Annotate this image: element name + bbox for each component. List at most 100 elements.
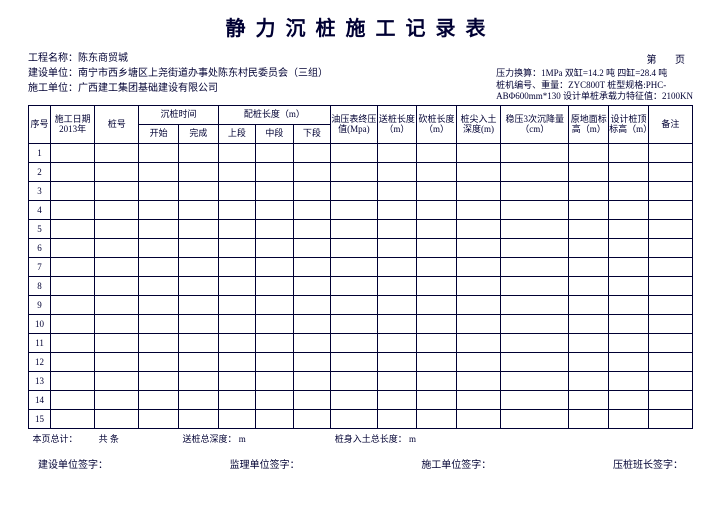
- cell-empty: [256, 201, 294, 220]
- cell-empty: [377, 353, 417, 372]
- cell-empty: [139, 372, 179, 391]
- cell-empty: [218, 334, 256, 353]
- cell-seq: 8: [29, 277, 51, 296]
- cell-empty: [377, 163, 417, 182]
- cell-empty: [609, 220, 649, 239]
- cell-empty: [178, 391, 218, 410]
- cell-empty: [293, 201, 331, 220]
- table-row: 6: [29, 239, 693, 258]
- cell-empty: [95, 353, 139, 372]
- table-body: 123456789101112131415: [29, 144, 693, 429]
- cell-empty: [648, 220, 692, 239]
- cell-empty: [648, 201, 692, 220]
- cell-empty: [51, 144, 95, 163]
- cell-empty: [256, 334, 294, 353]
- cell-empty: [178, 353, 218, 372]
- cell-empty: [377, 410, 417, 429]
- cell-empty: [331, 277, 377, 296]
- cell-empty: [417, 410, 457, 429]
- cell-empty: [609, 277, 649, 296]
- table-row: 9: [29, 296, 693, 315]
- cell-empty: [256, 410, 294, 429]
- cell-empty: [417, 334, 457, 353]
- col-stable: 稳压3次沉降量（cm）: [501, 106, 569, 144]
- record-table: 序号 施工日期2013年 桩号 沉桩时间 配桩长度（m） 油压表终压值(Mpa)…: [28, 105, 693, 448]
- cell-empty: [501, 239, 569, 258]
- col-tip: 桩尖入土深度(m): [456, 106, 500, 144]
- cell-empty: [501, 144, 569, 163]
- cell-seq: 3: [29, 182, 51, 201]
- cell-empty: [569, 201, 609, 220]
- cell-empty: [456, 353, 500, 372]
- cell-empty: [139, 391, 179, 410]
- cell-empty: [609, 391, 649, 410]
- table-row: 10: [29, 315, 693, 334]
- cell-empty: [648, 372, 692, 391]
- cell-empty: [609, 201, 649, 220]
- cell-empty: [51, 334, 95, 353]
- cell-empty: [456, 220, 500, 239]
- cell-empty: [609, 144, 649, 163]
- cell-empty: [501, 391, 569, 410]
- cell-empty: [569, 334, 609, 353]
- cell-empty: [218, 277, 256, 296]
- cell-seq: 13: [29, 372, 51, 391]
- cell-empty: [218, 296, 256, 315]
- project-name: 陈东商贸城: [78, 53, 128, 64]
- cell-empty: [417, 353, 457, 372]
- cell-empty: [331, 182, 377, 201]
- cell-empty: [218, 410, 256, 429]
- cell-empty: [95, 391, 139, 410]
- cell-empty: [417, 201, 457, 220]
- cell-empty: [377, 391, 417, 410]
- table-row: 14: [29, 391, 693, 410]
- cell-empty: [377, 334, 417, 353]
- cell-empty: [51, 410, 95, 429]
- cell-empty: [293, 372, 331, 391]
- cell-empty: [609, 182, 649, 201]
- cell-empty: [95, 220, 139, 239]
- cell-empty: [256, 296, 294, 315]
- cell-seq: 12: [29, 353, 51, 372]
- cell-empty: [609, 296, 649, 315]
- cell-empty: [51, 182, 95, 201]
- cell-empty: [456, 239, 500, 258]
- cell-empty: [218, 315, 256, 334]
- cell-empty: [331, 315, 377, 334]
- cell-empty: [609, 372, 649, 391]
- footer-send-depth: 送桩总深度： m: [178, 429, 330, 448]
- table-footer-row: 本页总计： 共 条 送桩总深度： m 桩身入土总长度： m: [29, 429, 693, 448]
- signature-row: 建设单位签字： 监理单位签字： 施工单位签字： 压桩班长签字：: [28, 456, 693, 471]
- cell-empty: [456, 277, 500, 296]
- cell-empty: [377, 296, 417, 315]
- cell-empty: [609, 410, 649, 429]
- cell-empty: [331, 296, 377, 315]
- cell-empty: [95, 277, 139, 296]
- cell-empty: [331, 372, 377, 391]
- cell-seq: 9: [29, 296, 51, 315]
- cell-empty: [178, 163, 218, 182]
- cell-empty: [178, 296, 218, 315]
- cell-empty: [95, 258, 139, 277]
- cell-empty: [256, 182, 294, 201]
- cell-empty: [178, 410, 218, 429]
- cell-empty: [569, 239, 609, 258]
- cell-empty: [293, 315, 331, 334]
- col-date: 施工日期2013年: [51, 106, 95, 144]
- cell-empty: [648, 391, 692, 410]
- cell-empty: [218, 201, 256, 220]
- cell-empty: [331, 163, 377, 182]
- cell-empty: [569, 372, 609, 391]
- cell-empty: [178, 334, 218, 353]
- cell-empty: [51, 391, 95, 410]
- cell-empty: [648, 239, 692, 258]
- cell-empty: [256, 239, 294, 258]
- cell-empty: [377, 258, 417, 277]
- cell-empty: [417, 391, 457, 410]
- cell-empty: [456, 334, 500, 353]
- cell-empty: [569, 353, 609, 372]
- cell-empty: [609, 163, 649, 182]
- col-seg-mid: 中段: [256, 125, 294, 144]
- meta-left: 工程名称：陈东商贸城 建设单位：南宁市西乡塘区上尧街道办事处陈东村民委员会（三组…: [28, 51, 328, 96]
- cell-empty: [178, 220, 218, 239]
